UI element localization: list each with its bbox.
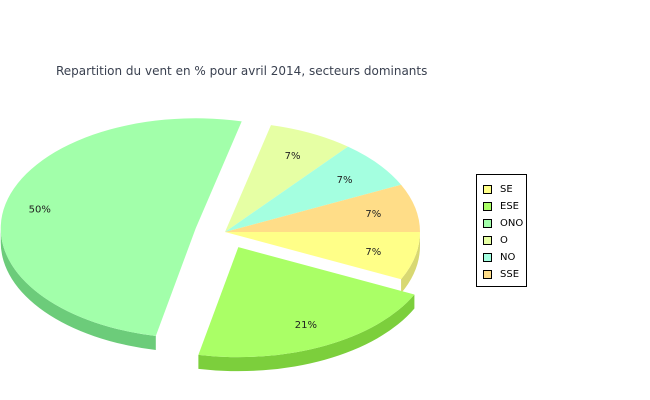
legend-swatch-sse (483, 270, 492, 279)
pie-slice-sse[interactable] (225, 184, 420, 232)
legend-label-ese: ESE (500, 201, 519, 212)
slice-label-ono: 50% (29, 204, 51, 215)
pie-side-ese (198, 294, 415, 372)
slice-label-ese: 21% (295, 320, 317, 331)
legend-swatch-se (483, 185, 492, 194)
legend-swatch-ese (483, 202, 492, 211)
pie-slice-ese[interactable] (198, 247, 415, 358)
chart-title: Repartition du vent en % pour avril 2014… (56, 64, 428, 78)
legend-swatch-ono (483, 219, 492, 228)
legend-label-o: O (500, 235, 508, 246)
slice-label-no: 7% (337, 175, 353, 186)
slice-label-o: 7% (285, 151, 301, 162)
legend: SE ESE ONO O NO SSE (476, 174, 527, 287)
legend-item-se: SE (483, 181, 526, 198)
legend-item-sse: SSE (483, 266, 526, 283)
pie-slice-ono[interactable] (0, 118, 242, 336)
legend-label-se: SE (500, 184, 513, 195)
legend-item-no: NO (483, 249, 526, 266)
legend-item-o: O (483, 232, 526, 249)
legend-item-ono: ONO (483, 215, 526, 232)
legend-label-ono: ONO (500, 218, 524, 229)
pie-slice-o[interactable] (225, 125, 348, 232)
legend-label-sse: SSE (500, 269, 520, 280)
slice-label-sse: 7% (365, 209, 381, 220)
pie-side-se (401, 232, 420, 294)
pie-slice-se[interactable] (225, 232, 420, 280)
legend-swatch-o (483, 236, 492, 245)
pie-side-ono (0, 228, 156, 350)
slice-label-se: 7% (365, 247, 381, 258)
legend-swatch-no (483, 253, 492, 262)
pie-slice-no[interactable] (225, 146, 402, 232)
legend-label-no: NO (500, 252, 516, 263)
legend-item-ese: ESE (483, 198, 526, 215)
